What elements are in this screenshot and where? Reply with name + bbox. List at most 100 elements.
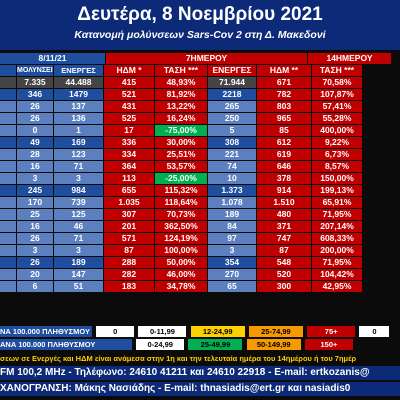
header-spacer <box>0 65 16 76</box>
table-row: 26 189 288 50,00% 354 548 71,95% <box>0 257 400 268</box>
spacer <box>0 125 16 136</box>
hdm14-cell: 914 <box>257 185 311 196</box>
trend7-cell: 34,78% <box>155 281 207 292</box>
legend-row-1: ΝΑ 100.000 ΠΛΗΘΥΣΜΟΥ 0 0-11,99 12-24,99 … <box>0 326 400 337</box>
table-row: 6 51 183 34,78% 65 300 42,95% <box>0 281 400 292</box>
legend-row-2: ΑΝΑ 100.000 ΠΛΗΘΥΣΜΟΥ 0-24,99 25-49,99 5… <box>0 339 400 350</box>
trend14-cell: 8,57% <box>312 161 362 172</box>
active14-cell: 1.078 <box>208 197 256 208</box>
date-header: 8/11/21 <box>0 53 105 64</box>
hdm7-cell: 334 <box>104 149 154 160</box>
spacer <box>0 161 16 172</box>
header-active: ΕΝΕΡΓΕΣ <box>54 65 103 76</box>
hdm7-cell: 113 <box>104 173 154 184</box>
group-7d-header: 7ΗΜΕΡΟΥ <box>106 53 307 64</box>
legend-label-1: ΝΑ 100.000 ΠΛΗΘΥΣΜΟΥ <box>0 326 92 337</box>
active14-cell: 270 <box>208 269 256 280</box>
trend14-cell: 200,00% <box>312 245 362 256</box>
header-hdm7: ΗΔΜ * <box>104 65 154 76</box>
infections-cell: 26 <box>17 113 53 124</box>
active14-cell: 221 <box>208 149 256 160</box>
hdm14-cell: 300 <box>257 281 311 292</box>
hdm7-cell: 288 <box>104 257 154 268</box>
trend14-cell: 9,22% <box>312 137 362 148</box>
spacer <box>0 209 16 220</box>
active-cell: 125 <box>54 209 103 220</box>
active14-cell: 5 <box>208 125 256 136</box>
active-cell: 137 <box>54 101 103 112</box>
header-active14: ΕΝΕΡΓΕΣ <box>208 65 256 76</box>
page-title: Δευτέρα, 8 Νοεμβρίου 2021 <box>77 4 323 25</box>
table-row: 16 46 201 362,50% 84 371 207,14% <box>0 221 400 232</box>
trend7-cell: 70,73% <box>155 209 207 220</box>
header-hdm14: ΗΔΜ ** <box>257 65 311 76</box>
trend14-cell: 400,00% <box>312 125 362 136</box>
trend14-cell: 104,42% <box>312 269 362 280</box>
trend14-cell: 150,00% <box>312 173 362 184</box>
active-cell: 46 <box>54 221 103 232</box>
infections-cell: 20 <box>17 269 53 280</box>
trend14-cell: 55,28% <box>312 113 362 124</box>
infections-cell: 170 <box>17 197 53 208</box>
spacer <box>0 137 16 148</box>
trend7-cell: 48,93% <box>155 77 207 88</box>
table-row: 26 137 431 13,22% 265 803 57,41% <box>0 101 400 112</box>
group-14d-header: 14ΗΜΕΡΟΥ <box>308 53 391 64</box>
legend-label-2: ΑΝΑ 100.000 ΠΛΗΘΥΣΜΟΥ <box>0 339 132 350</box>
hdm14-cell: 1.510 <box>257 197 311 208</box>
hdm7-cell: 282 <box>104 269 154 280</box>
infections-cell: 25 <box>17 209 53 220</box>
hdm7-cell: 336 <box>104 137 154 148</box>
trend7-cell: 30,00% <box>155 137 207 148</box>
infections-cell: 16 <box>17 221 53 232</box>
trend7-cell: 118,64% <box>155 197 207 208</box>
hdm14-cell: 371 <box>257 221 311 232</box>
spacer <box>0 101 16 112</box>
active-cell: 147 <box>54 269 103 280</box>
hdm14-cell: 671 <box>257 77 311 88</box>
legend-range-h: 150+ <box>304 339 353 350</box>
table-row: 3 3 87 100,00% 3 87 200,00% <box>0 245 400 256</box>
infections-cell: 16 <box>17 161 53 172</box>
data-table: 8/11/21 7ΗΜΕΡΟΥ 14ΗΜΕΡΟΥ ΜΟΛΥΝΣΕΙΣ ΕΝΕΡΓ… <box>0 53 400 293</box>
legend-range-a: 0-11,99 <box>138 326 187 337</box>
legend-range-c: 25-74,99 <box>248 326 303 337</box>
active14-cell: 10 <box>208 173 256 184</box>
trend14-cell: 65,91% <box>312 197 362 208</box>
active-cell: 3 <box>54 245 103 256</box>
trend14-cell: 42,95% <box>312 281 362 292</box>
hdm7-cell: 364 <box>104 161 154 172</box>
trend14-cell: 71,95% <box>312 209 362 220</box>
infections-cell: 7.335 <box>17 77 53 88</box>
table-row: 26 71 571 124,19% 97 747 608,33% <box>0 233 400 244</box>
hdm7-cell: 525 <box>104 113 154 124</box>
spacer <box>0 245 16 256</box>
spacer <box>0 113 16 124</box>
active-cell: 984 <box>54 185 103 196</box>
hdm7-cell: 431 <box>104 101 154 112</box>
trend7-cell: -25,00% <box>155 173 207 184</box>
table-body: 7.335 44.488 415 48,93% 71.944 671 70,58% 346 14… <box>0 77 400 292</box>
table-row: 25 125 307 70,73% 189 480 71,95% <box>0 209 400 220</box>
trend7-cell: -75,00% <box>155 125 207 136</box>
trend7-cell: 100,00% <box>155 245 207 256</box>
active14-cell: 265 <box>208 101 256 112</box>
header-infections: ΜΟΛΥΝΣΕΙΣ <box>17 65 53 76</box>
spacer <box>0 173 16 184</box>
hdm7-cell: 655 <box>104 185 154 196</box>
trend7-cell: 16,24% <box>155 113 207 124</box>
hdm14-cell: 646 <box>257 161 311 172</box>
contact-line: FM 100,2 MHz - Τηλέφωνο: 24610 41211 και… <box>0 366 400 380</box>
table-row: 0 1 17 -75,00% 5 85 400,00% <box>0 125 400 136</box>
page-subtitle: Κατανομή μολύνσεων Sars-Cov 2 στη Δ. Μακ… <box>74 29 326 41</box>
table-row: 3 3 113 -25,00% 10 378 150,00% <box>0 173 400 184</box>
hdm7-cell: 521 <box>104 89 154 100</box>
active-cell: 1479 <box>54 89 103 100</box>
trend7-cell: 362,50% <box>155 221 207 232</box>
spacer <box>0 257 16 268</box>
active-cell: 169 <box>54 137 103 148</box>
trend7-cell: 50,00% <box>155 257 207 268</box>
trend7-cell: 53,57% <box>155 161 207 172</box>
footnote: σεων σε Ενεργές και ΗΔΜ είναι ανάμεσα στ… <box>0 354 357 363</box>
legend-range-d: 75+ <box>307 326 356 337</box>
